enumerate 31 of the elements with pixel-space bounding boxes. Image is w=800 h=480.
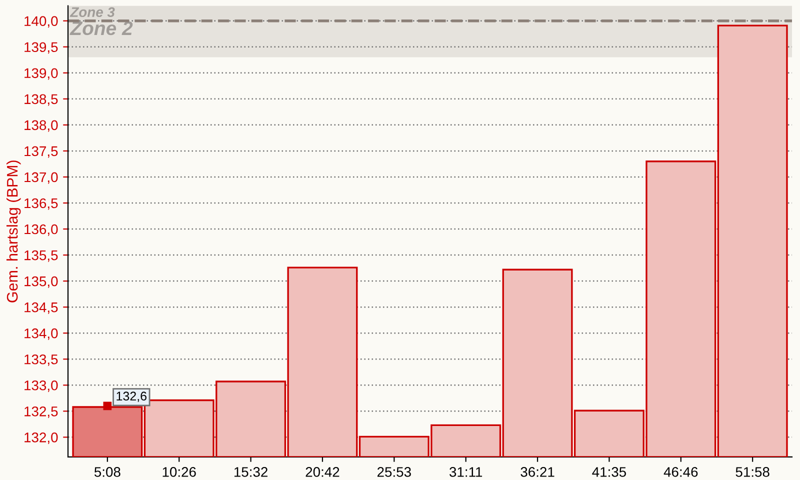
y-tick-label: 139,5 (24, 42, 58, 54)
x-tick-label: 46:46 (664, 467, 698, 477)
y-tick-label: 136,5 (24, 198, 58, 210)
y-axis-title: Gem. hartslag (BPM) (6, 160, 21, 302)
y-tick-label: 136,0 (24, 224, 58, 236)
y-tick-label: 132,5 (24, 406, 58, 418)
y-tick-label: 135,0 (24, 276, 58, 288)
x-tick-label: 25:53 (377, 467, 411, 477)
y-tick-label: 137,0 (24, 172, 58, 184)
y-tick-label: 133,0 (24, 380, 58, 392)
y-tick-label: 138,0 (24, 120, 58, 132)
y-tick-label: 137,5 (24, 146, 58, 158)
band-label: Zone 2 (70, 21, 133, 36)
y-tick-label: 135,5 (24, 250, 58, 262)
x-tick-label: 15:32 (234, 467, 268, 477)
y-tick-label: 138,5 (24, 94, 58, 106)
x-tick-label: 20:42 (306, 467, 340, 477)
x-tick-label: 41:35 (592, 467, 626, 477)
x-tick-label: 36:21 (520, 467, 554, 477)
y-tick-label: 132,0 (24, 432, 58, 444)
y-tick-label: 139,0 (24, 68, 58, 80)
y-tick-label: 133,5 (24, 354, 58, 366)
x-tick-label: 10:26 (162, 467, 196, 477)
x-tick-label: 5:08 (94, 467, 120, 477)
x-tick-label: 31:11 (450, 467, 482, 477)
band-label: Zone 3 (70, 7, 115, 18)
y-tick-label: 140,0 (24, 16, 58, 28)
x-tick-label: 51:58 (736, 467, 770, 477)
annotation: 132,6 (116, 392, 146, 402)
y-tick-label: 134,0 (24, 328, 58, 340)
y-tick-label: 134,5 (24, 302, 58, 314)
